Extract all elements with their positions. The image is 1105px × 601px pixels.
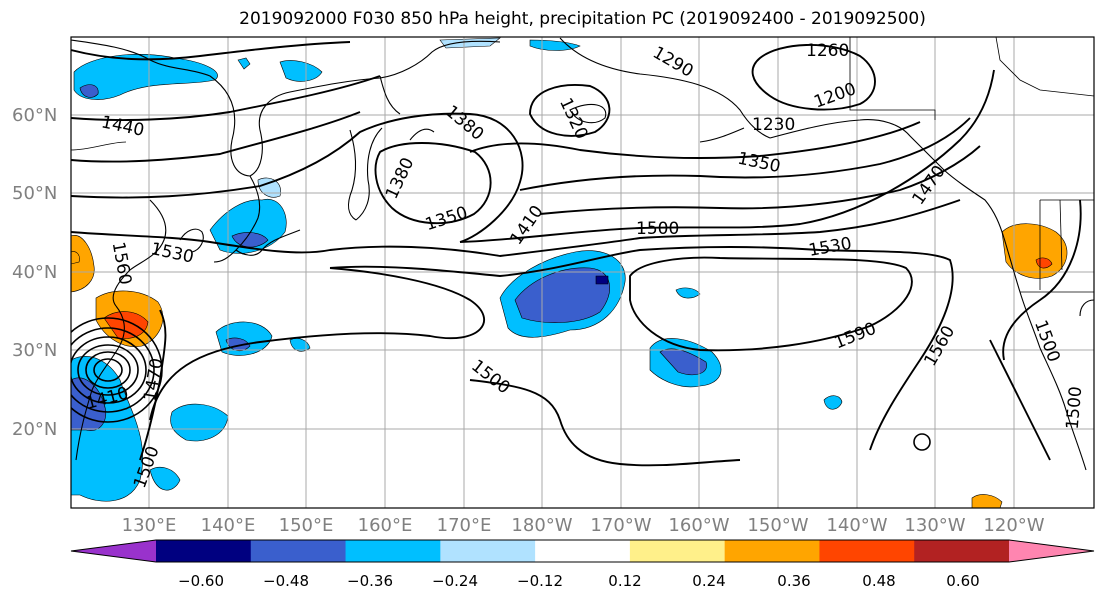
lat-label-30n: 30°N	[12, 340, 57, 361]
cb-tick-9: 0.48	[862, 572, 895, 590]
colorbar-cell	[819, 540, 915, 562]
colorbar-cell	[535, 540, 631, 562]
height-contours	[71, 41, 1082, 467]
lon-label-150e: 150°E	[279, 515, 334, 536]
cb-tick-6: 0.12	[608, 572, 641, 590]
cb-tick-10: 0.60	[946, 572, 979, 590]
lon-label-170w: 170°W	[590, 515, 651, 536]
positive-area-east-china	[71, 235, 95, 293]
political-borders	[71, 37, 1094, 293]
lat-label-40n: 40°N	[12, 262, 57, 283]
cb-tick-3: −0.36	[347, 572, 393, 590]
coastlines	[71, 37, 1094, 471]
contour-label-1260: 1260	[806, 41, 849, 61]
colorbar-cell	[440, 540, 536, 562]
cb-tick-8: 0.36	[777, 572, 810, 590]
colorbar-tick-labels: −0.60 −0.48 −0.36 −0.24 −0.12 0.12 0.24 …	[178, 572, 980, 590]
lon-label-150w: 150°W	[747, 515, 808, 536]
colorbar-cell	[156, 540, 252, 562]
lat-label-50n: 50°N	[12, 183, 57, 204]
graticule	[71, 37, 1094, 508]
lon-label-140w: 140°W	[826, 515, 887, 536]
colorbar-cell	[724, 540, 820, 562]
colorbar-cell	[345, 540, 441, 562]
lon-label-140e: 140°E	[201, 515, 256, 536]
colorbar-cell	[250, 540, 347, 562]
map-panel	[71, 37, 1094, 508]
colorbar-outline	[70, 539, 1095, 563]
lon-label-130e: 130°E	[122, 515, 177, 536]
cb-tick-1: −0.60	[178, 572, 224, 590]
colorbar-extend-low	[71, 540, 156, 562]
lat-label-20n: 20°N	[12, 419, 57, 440]
colorbar: −0.60 −0.48 −0.36 −0.24 −0.12 0.12 0.24 …	[70, 539, 1095, 590]
cb-tick-2: −0.48	[263, 572, 309, 590]
latitude-labels: 60°N 50°N 40°N 30°N 20°N	[12, 105, 57, 440]
lon-label-120w: 120°W	[983, 515, 1044, 536]
colorbar-cell	[914, 540, 1010, 562]
lon-label-130w: 130°W	[904, 515, 965, 536]
lat-label-60n: 60°N	[12, 105, 57, 126]
cb-tick-7: 0.24	[692, 572, 725, 590]
cb-tick-4: −0.24	[432, 572, 478, 590]
contour-label-1500: 1500	[636, 219, 679, 239]
lon-label-180w: 180°W	[511, 515, 572, 536]
lon-label-160w: 160°W	[668, 515, 729, 536]
colorbar-extend-high	[1009, 540, 1094, 562]
lon-label-160e: 160°E	[358, 515, 413, 536]
map-frame	[70, 36, 1095, 509]
colorbar-cell	[629, 540, 726, 562]
contour-label-1500e: 1500	[1063, 385, 1087, 430]
contour-label-1230: 1230	[752, 115, 795, 135]
lon-label-170e: 170°E	[437, 515, 492, 536]
longitude-labels: 130°E 140°E 150°E 160°E 170°E 180°W 170°…	[122, 515, 1045, 536]
map-title: 2019092000 F030 850 hPa height, precipit…	[239, 9, 926, 29]
cb-tick-5: −0.12	[517, 572, 563, 590]
